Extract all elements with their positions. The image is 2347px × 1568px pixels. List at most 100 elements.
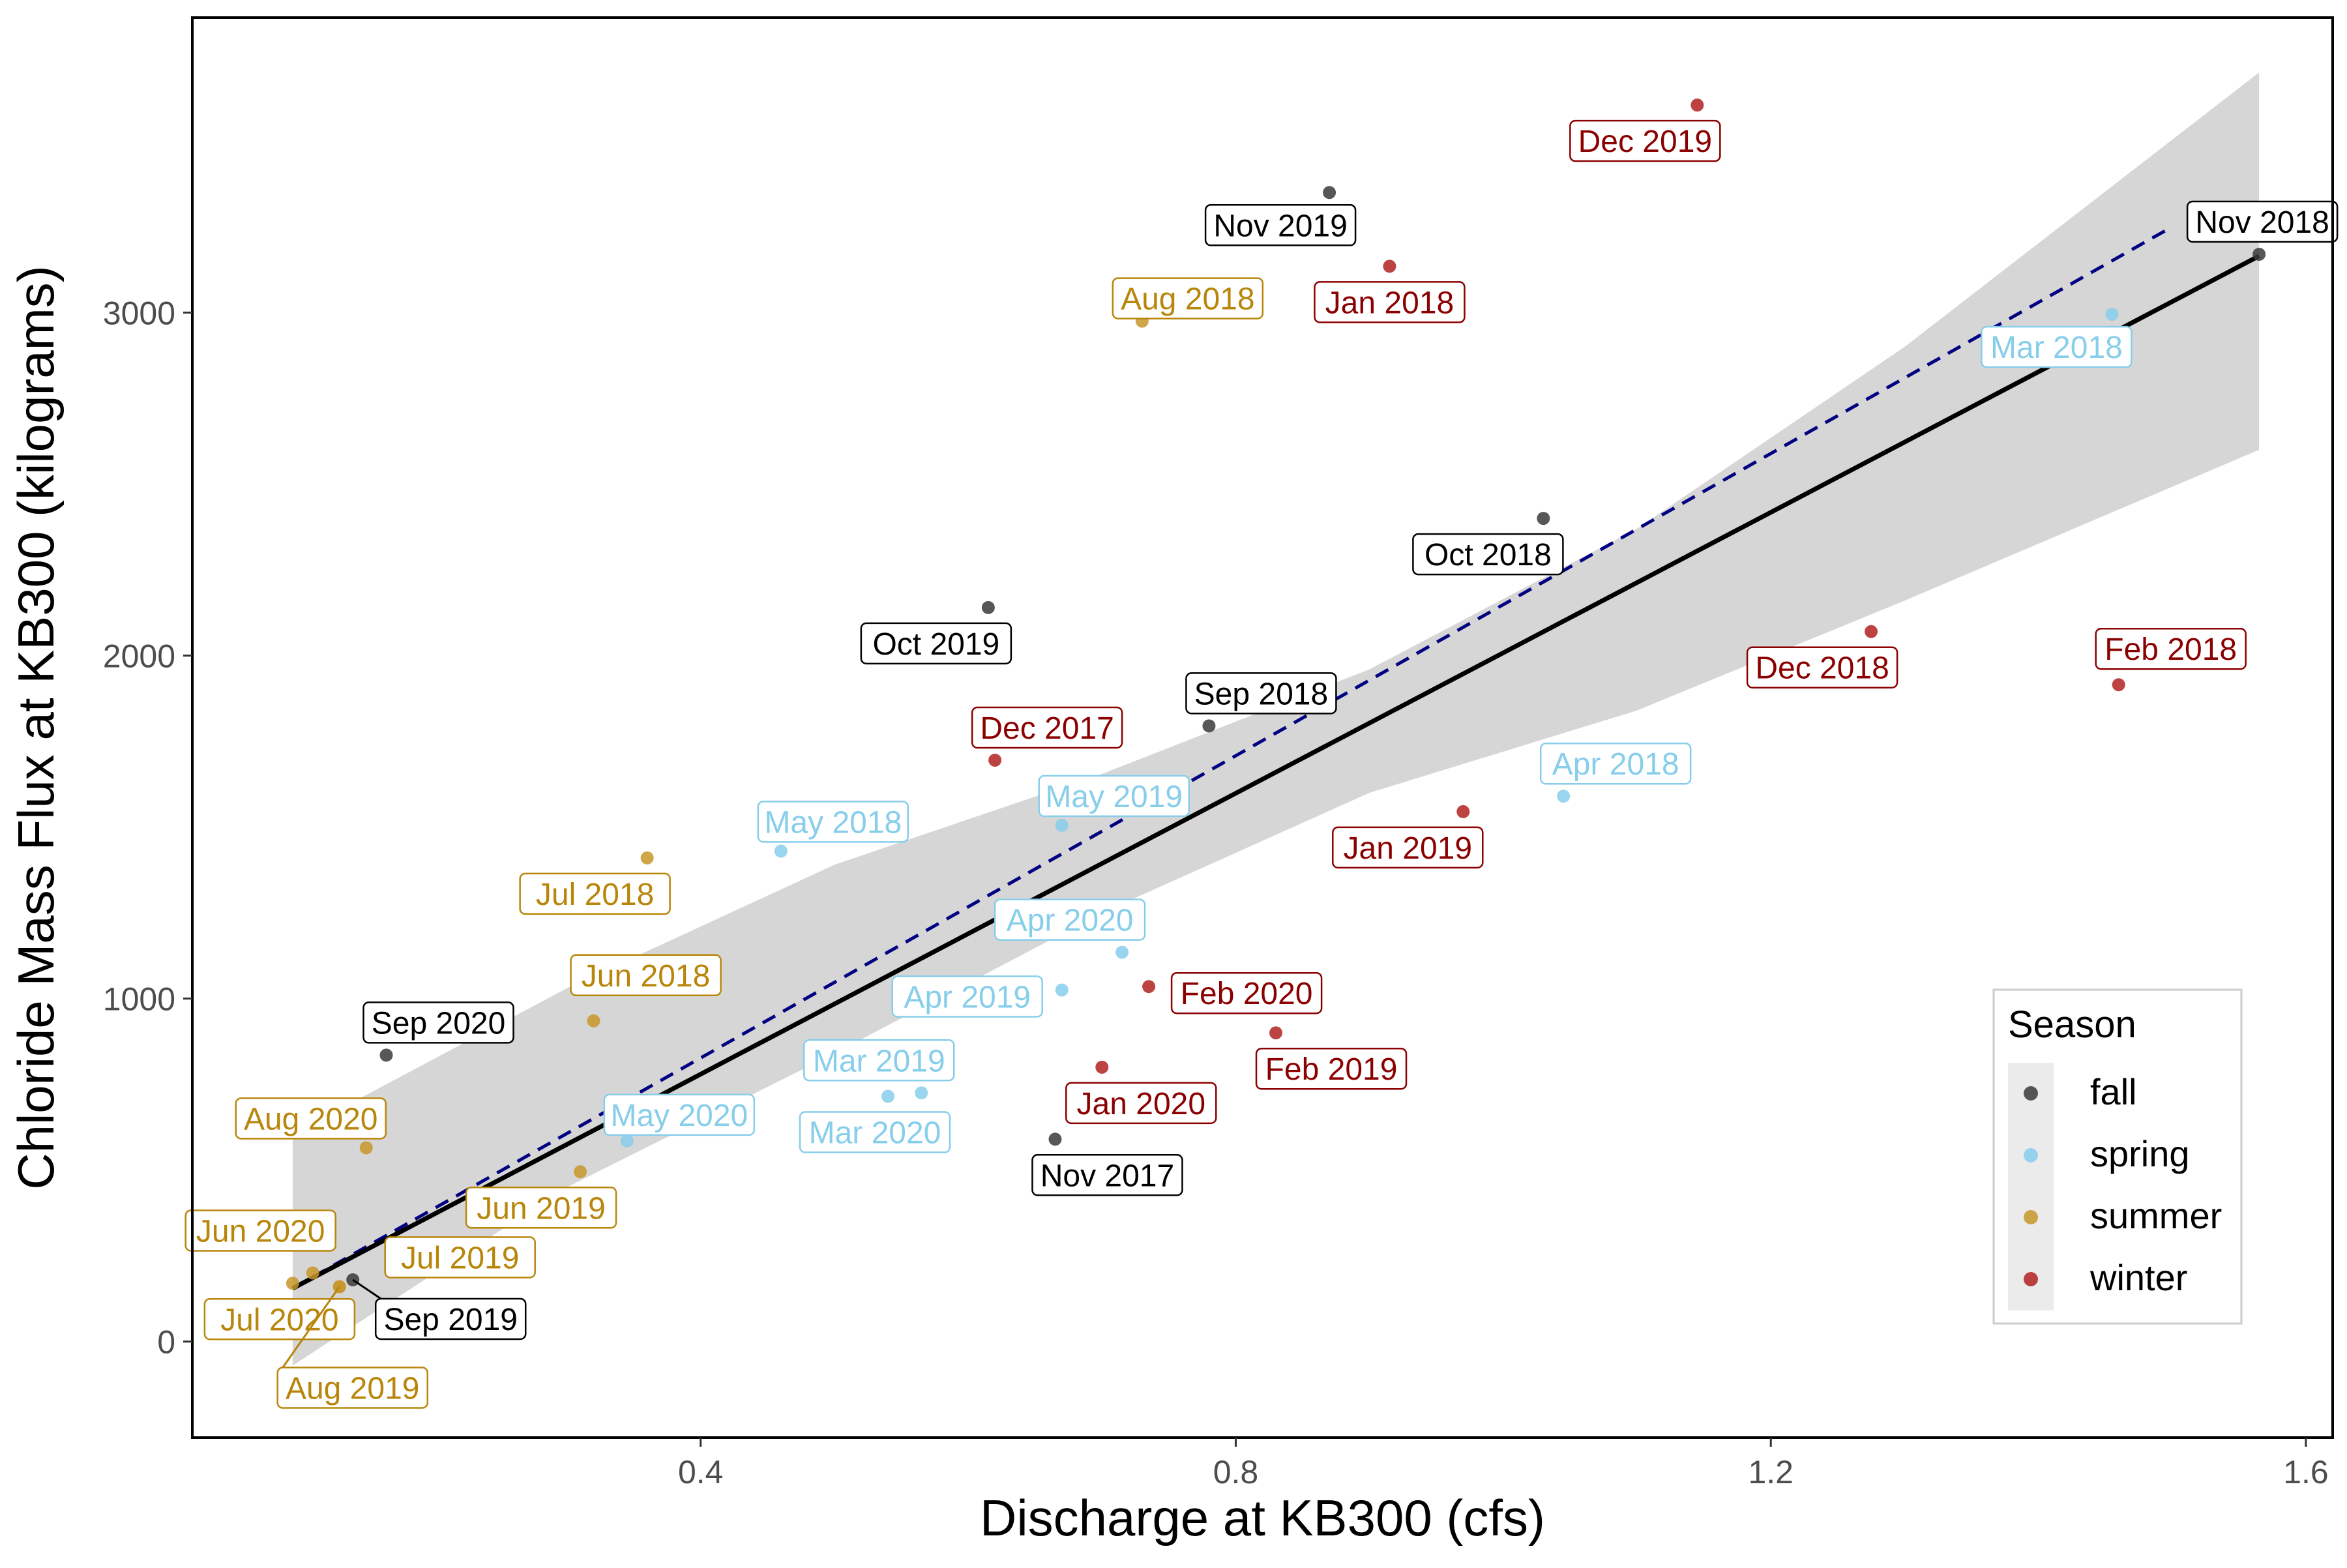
data-point-apr-2020 (1115, 945, 1129, 959)
data-point-mar-2019 (915, 1086, 928, 1100)
label-box-dec-2018 (1746, 646, 1898, 688)
point-label-may-2020: May 2020 (610, 1099, 748, 1133)
label-box-mar-2019 (803, 1039, 955, 1082)
data-point-jan-2018 (1383, 259, 1396, 273)
label-box-may-2019 (1038, 775, 1190, 818)
label-box-jun-2019 (465, 1187, 617, 1229)
point-label-aug-2019: Aug 2019 (286, 1372, 420, 1406)
point-label-may-2019: May 2019 (1045, 780, 1183, 814)
leader-line-sep-2019 (352, 1279, 382, 1300)
legend-title: Season (2008, 1003, 2136, 1046)
point-label-feb-2019: Feb 2019 (1265, 1052, 1398, 1087)
label-box-sep-2018 (1185, 672, 1337, 715)
label-box-jul-2019 (384, 1236, 536, 1279)
data-point-nov-2019 (1323, 186, 1336, 200)
x-axis-title: Discharge at KB300 (cfs) (980, 1489, 1545, 1546)
label-box-feb-2019 (1255, 1047, 1408, 1090)
data-point-dec-2017 (988, 753, 1002, 767)
x-tick-label: 0.4 (678, 1454, 724, 1490)
data-point-feb-2020 (1142, 980, 1156, 994)
point-label-sep-2018: Sep 2018 (1194, 677, 1329, 711)
label-box-jun-2018 (570, 954, 722, 997)
label-box-may-2018 (757, 801, 909, 843)
data-point-sep-2020 (379, 1048, 393, 1062)
label-box-mar-2020 (799, 1111, 951, 1153)
label-box-nov-2018 (2186, 200, 2339, 243)
data-point-may-2020 (620, 1134, 634, 1147)
data-point-dec-2019 (1690, 98, 1704, 112)
point-label-mar-2020: Mar 2020 (809, 1116, 941, 1151)
label-box-apr-2020 (994, 898, 1146, 941)
point-label-mar-2018: Mar 2018 (1990, 331, 2123, 365)
data-point-jul-2018 (640, 851, 654, 865)
data-point-nov-2018 (2252, 248, 2266, 261)
point-label-sep-2019: Sep 2019 (383, 1303, 518, 1337)
data-point-may-2018 (774, 844, 788, 858)
point-label-jul-2018: Jul 2018 (536, 878, 654, 912)
point-label-jun-2019: Jun 2019 (477, 1191, 606, 1226)
point-label-jul-2020: Jul 2020 (220, 1303, 338, 1337)
label-box-jul-2018 (519, 872, 671, 915)
data-point-oct-2018 (1537, 512, 1550, 525)
point-label-dec-2019: Dec 2019 (1578, 125, 1712, 159)
data-point-mar-2018 (2105, 308, 2119, 321)
point-label-dec-2018: Dec 2018 (1755, 651, 1889, 686)
label-box-apr-2019 (891, 975, 1043, 1018)
point-label-aug-2020: Aug 2020 (244, 1102, 378, 1136)
label-box-nov-2019 (1204, 204, 1357, 246)
y-tick-label: 2000 (103, 638, 175, 675)
label-box-jun-2020 (185, 1209, 336, 1252)
label-box-dec-2017 (971, 706, 1123, 749)
data-point-jan-2020 (1095, 1060, 1109, 1074)
data-point-jun-2018 (587, 1014, 600, 1028)
label-box-oct-2018 (1412, 533, 1564, 576)
point-label-jun-2020: Jun 2020 (196, 1214, 325, 1249)
legend-key-summer (2024, 1210, 2038, 1224)
label-box-jan-2019 (1332, 826, 1484, 869)
label-box-dec-2019 (1569, 119, 1721, 162)
point-label-oct-2018: Oct 2018 (1424, 538, 1552, 572)
point-label-feb-2018: Feb 2018 (2104, 632, 2237, 667)
point-label-jan-2018: Jan 2018 (1325, 286, 1454, 320)
x-tick-label: 0.8 (1213, 1454, 1259, 1490)
legend-label-spring: spring (2090, 1133, 2190, 1174)
label-box-aug-2020 (235, 1097, 387, 1140)
label-box-sep-2020 (362, 1001, 514, 1044)
y-axis-title: Chloride Mass Flux at KB300 (kilograms) (7, 265, 65, 1189)
point-label-feb-2020: Feb 2020 (1181, 977, 1313, 1011)
point-label-nov-2017: Nov 2017 (1041, 1159, 1174, 1193)
x-tick-label: 1.6 (2283, 1454, 2329, 1490)
point-label-sep-2020: Sep 2020 (372, 1006, 506, 1041)
data-point-dec-2018 (1865, 625, 1878, 638)
label-box-jan-2020 (1065, 1082, 1217, 1125)
data-point-sep-2018 (1202, 719, 1216, 733)
legend-key-spring (2024, 1148, 2038, 1162)
point-label-jun-2018: Jun 2018 (582, 959, 711, 994)
data-point-nov-2017 (1048, 1132, 1062, 1146)
x-tick-label: 1.2 (1748, 1454, 1793, 1490)
point-label-apr-2019: Apr 2019 (904, 980, 1031, 1014)
y-tick-label: 3000 (103, 295, 175, 331)
point-label-apr-2018: Apr 2018 (1552, 747, 1679, 782)
leader-line-aug-2019 (282, 1286, 340, 1368)
point-label-apr-2020: Apr 2020 (1007, 904, 1134, 938)
data-point-may-2019 (1055, 818, 1069, 832)
legend-label-fall: fall (2090, 1071, 2137, 1112)
label-box-may-2020 (603, 1093, 756, 1136)
data-point-apr-2018 (1557, 790, 1571, 803)
data-point-feb-2019 (1269, 1026, 1283, 1040)
point-label-aug-2018: Aug 2018 (1121, 282, 1255, 317)
label-box-jul-2020 (203, 1298, 356, 1340)
point-label-jul-2019: Jul 2019 (401, 1241, 519, 1276)
y-tick-label: 1000 (103, 981, 175, 1018)
point-label-may-2018: May 2018 (764, 805, 902, 840)
data-point-mar-2020 (881, 1089, 894, 1103)
label-box-nov-2017 (1031, 1154, 1183, 1196)
point-label-nov-2019: Nov 2019 (1213, 209, 1347, 243)
point-label-mar-2019: Mar 2019 (813, 1044, 945, 1078)
point-label-jan-2019: Jan 2019 (1344, 831, 1473, 866)
label-box-jan-2018 (1314, 281, 1466, 323)
label-box-mar-2018 (1981, 325, 2133, 368)
label-box-feb-2018 (2095, 627, 2247, 670)
